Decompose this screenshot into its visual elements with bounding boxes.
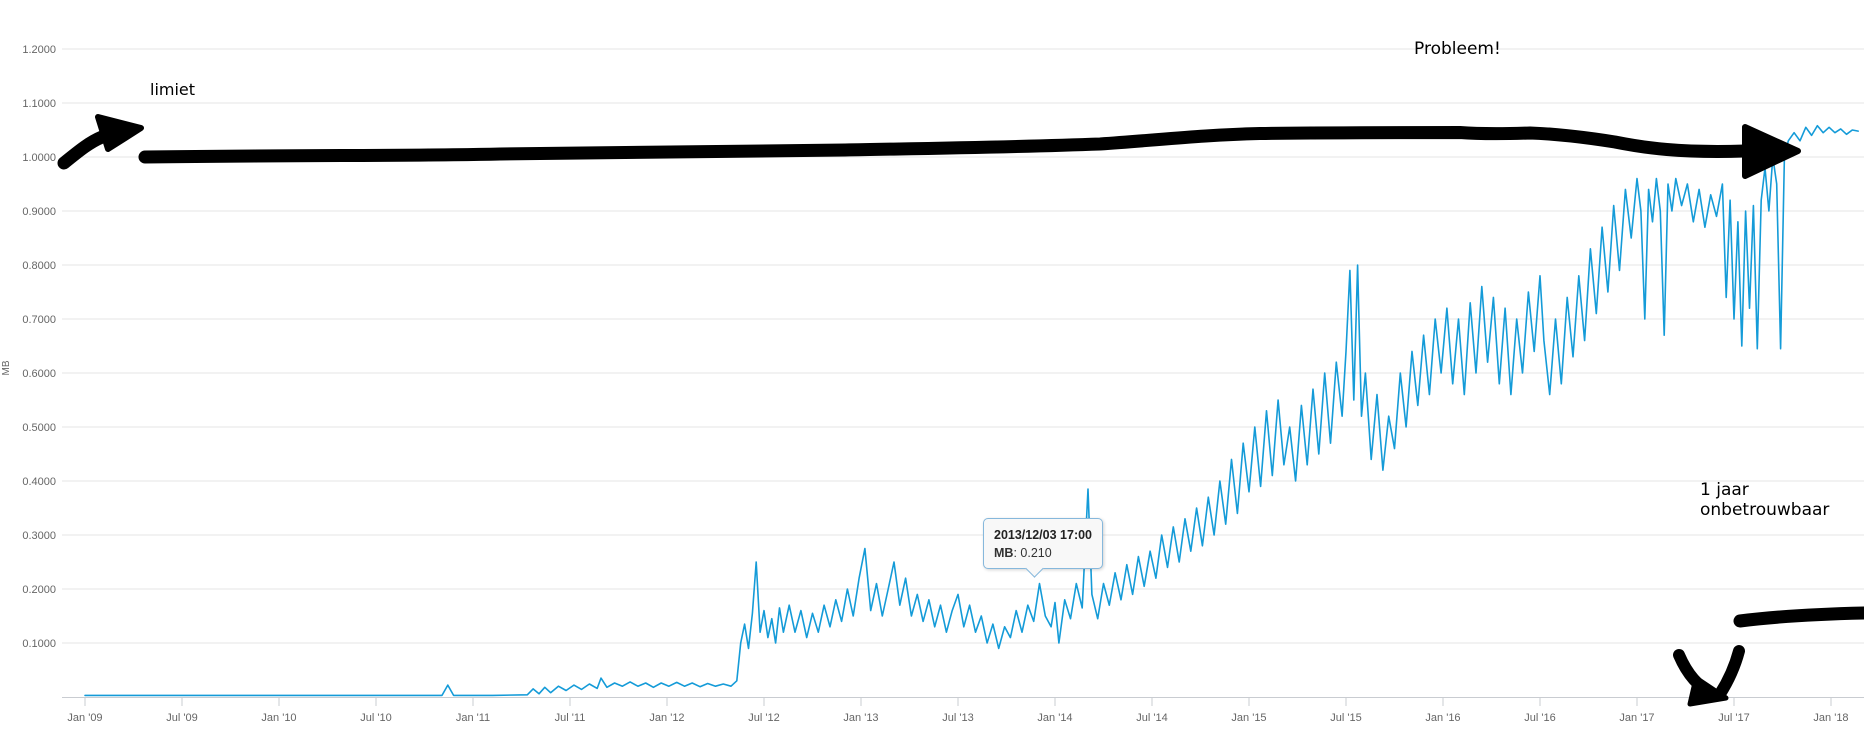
x-axis-label: Jan '16 bbox=[1425, 712, 1460, 724]
tooltip-value: 0.210 bbox=[1020, 546, 1052, 561]
x-axis-label: Jul '09 bbox=[166, 712, 197, 724]
y-axis-label: 0.6000 bbox=[22, 368, 56, 380]
x-axis-label: Jul '12 bbox=[748, 712, 779, 724]
x-axis-label: Jul '11 bbox=[555, 712, 586, 724]
annotation-unreliable-line1: 1 jaar bbox=[1700, 480, 1749, 500]
limit-arrow-head bbox=[95, 114, 144, 152]
x-axis-label: Jul '10 bbox=[360, 712, 391, 724]
down-arrow-right-stroke bbox=[1714, 645, 1745, 700]
annotation-unreliable-label: 1 jaar onbetrouwbaar bbox=[1700, 480, 1829, 521]
y-axis-label: 0.2000 bbox=[22, 584, 56, 596]
x-axis-label: Jan '13 bbox=[843, 712, 878, 724]
y-axis-label: 0.3000 bbox=[22, 530, 56, 542]
y-axis-label: 0.8000 bbox=[22, 260, 56, 272]
x-axis-label: Jul '13 bbox=[942, 712, 973, 724]
x-axis-label: Jul '17 bbox=[1718, 712, 1749, 724]
x-axis-label: Jan '11 bbox=[456, 712, 490, 724]
down-arrow-head bbox=[1687, 675, 1729, 707]
y-axis-label: 1.2000 bbox=[22, 44, 56, 56]
chart-tooltip: 2013/12/03 17:00 MB: 0.210 bbox=[983, 518, 1104, 578]
unreliable-underline-annotation bbox=[1733, 606, 1864, 628]
tooltip-datetime: 2013/12/03 17:00 bbox=[994, 528, 1093, 542]
y-axis-label: 0.7000 bbox=[22, 314, 56, 326]
limit-line-annotation bbox=[138, 126, 1752, 164]
limit-line-arrowhead bbox=[1742, 124, 1801, 179]
y-axis-label: 1.1000 bbox=[22, 98, 56, 110]
x-axis-label: Jan '17 bbox=[1619, 712, 1654, 724]
y-axis-label: 0.9000 bbox=[22, 206, 56, 218]
tooltip-value-row: MB: 0.210 bbox=[994, 544, 1092, 562]
y-axis-label: 0.4000 bbox=[22, 476, 56, 488]
x-axis-label: Jan '10 bbox=[261, 712, 296, 724]
x-axis-label: Jan '12 bbox=[649, 712, 684, 724]
annotation-limit-label: limiet bbox=[150, 80, 196, 99]
x-axis-label: Jan '09 bbox=[67, 712, 102, 724]
tooltip-separator: : bbox=[1013, 546, 1021, 561]
x-axis-label: Jan '18 bbox=[1813, 712, 1848, 724]
x-axis-label: Jul '15 bbox=[1330, 712, 1361, 724]
annotation-unreliable-line2: onbetrouwbaar bbox=[1700, 500, 1830, 521]
x-axis-label: Jan '14 bbox=[1037, 712, 1072, 724]
series-line[interactable] bbox=[84, 124, 1859, 697]
x-axis-label: Jul '16 bbox=[1524, 712, 1555, 724]
y-axis-label: 1.0000 bbox=[22, 152, 56, 164]
y-axis-label: 0.1000 bbox=[22, 638, 56, 650]
x-axis-label: Jan '15 bbox=[1231, 712, 1266, 724]
limit-arrow-tail bbox=[57, 130, 109, 170]
x-axis-label: Jul '14 bbox=[1136, 712, 1167, 724]
annotation-problem-label: Probleem! bbox=[1414, 39, 1501, 59]
y-axis-label: 0.5000 bbox=[22, 422, 56, 434]
tooltip-series-label: MB bbox=[994, 546, 1014, 561]
y-axis-title: MB bbox=[1, 360, 12, 375]
